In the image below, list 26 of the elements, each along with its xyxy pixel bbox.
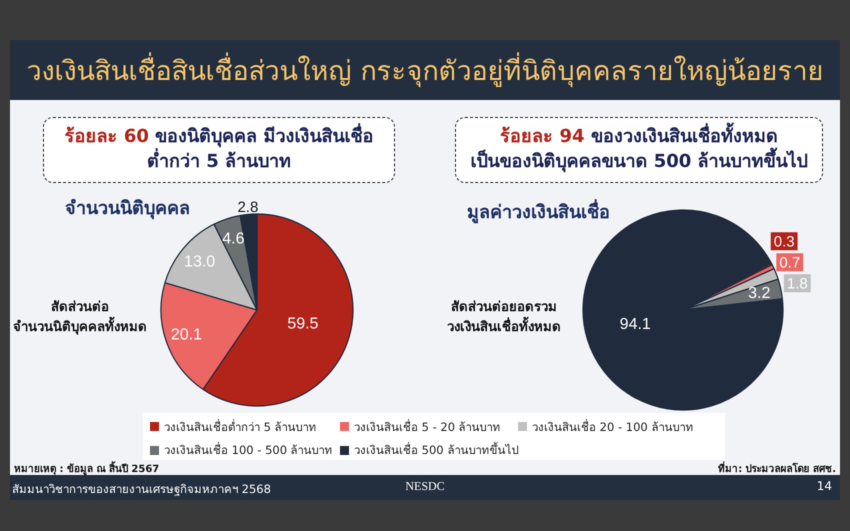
- text: สัมมนาวิชาการของสายงานเศรษฐกิจมหภาคฯ 2568: [12, 481, 271, 498]
- chart-title: จำนวนนิติบุคคล: [65, 197, 190, 222]
- data-label: 1.8: [786, 275, 808, 292]
- chart-title: มูลค่าวงเงินสินเชื่อ: [467, 198, 610, 226]
- legend-label: วงเงินสินเชื่อ 5 - 20 ล้านบาท: [354, 418, 501, 436]
- data-label: 4.6: [222, 230, 245, 248]
- chart-subtitle: ร้อยละ 60 ของนิติบุคคล มีวงเงินสินเชื่อ ต่ำกว่า 5 ล้านบาท: [64, 125, 374, 174]
- text: สัดส่วนต่อ จำนวนนิติบุคคลทั้งหมด: [12, 299, 148, 337]
- text: หมายเหตุ : ข้อมูล ณ สิ้นปี 2567: [14, 461, 160, 476]
- text: สัดส่วนต่อยอดรวม วงเงินสินเชื่อทั้งหมด: [446, 299, 562, 337]
- legend-label: วงเงินสินเชื่อ 500 ล้านบาทขึ้นไป: [354, 441, 518, 460]
- legend-label: วงเงินสินเชื่อต่ำกว่า 5 ล้านบาท: [164, 418, 317, 436]
- data-label: 13.0: [184, 253, 216, 270]
- legend-label: วงเงินสินเชื่อ 100 - 500 ล้านบาท: [164, 441, 333, 460]
- data-label: 94.1: [620, 316, 651, 334]
- data-label: 20.1: [170, 326, 202, 344]
- text: NESDC: [405, 479, 445, 493]
- data-label: 59.5: [287, 316, 319, 333]
- data-label: 2.8: [237, 198, 258, 216]
- chart-subtitle: ร้อยละ 94 ของวงเงินสินเชื่อทั้งหมด เป็นของนิติบุคคลขนาด 500 ล้านบาทขึ้นไป: [470, 125, 808, 174]
- text: 14: [816, 479, 832, 493]
- legend-label: วงเงินสินเชื่อ 20 - 100 ล้านบาท: [532, 418, 694, 436]
- text: ที่มา: ประมวลผลโดย สศช.: [718, 461, 836, 476]
- data-label: 0.3: [774, 233, 795, 250]
- text: วงเงินสินเชื่อสินเชื่อส่วนใหญ่ กระจุกตัวอยู่ที่นิติบุคคลรายใหญ่น้อยราย: [26, 51, 824, 90]
- data-label: 0.7: [779, 254, 800, 272]
